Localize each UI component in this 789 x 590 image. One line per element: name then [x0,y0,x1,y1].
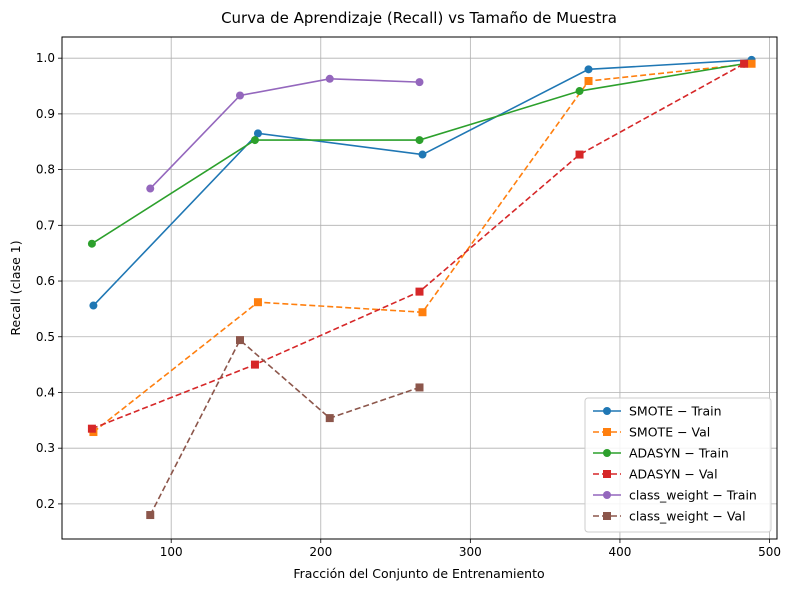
x-tick-label: 300 [459,545,482,559]
legend-label: SMOTE − Train [629,404,722,419]
x-tick-label: 200 [309,545,332,559]
legend-label: class_weight − Train [629,488,757,503]
data-point [418,308,427,317]
y-tick-label: 1.0 [36,51,55,65]
y-tick-label: 0.9 [36,107,55,121]
series-line [149,77,420,190]
data-point [253,298,262,307]
data-point [325,74,334,83]
chart-title: Curva de Aprendizaje (Recall) vs Tamaño … [221,9,617,27]
x-tick-label: 100 [160,545,183,559]
data-point [250,360,259,369]
data-point [415,78,424,87]
data-point [415,136,424,145]
x-tick-label: 400 [608,545,631,559]
legend-label: ADASYN − Train [629,446,729,461]
axis-ticks: 100 200 300 400 500 0.2 0.3 0.4 0.5 0.6 0.7 0.8 0.9 1… [36,51,781,559]
data-point [575,150,584,159]
legend-label: SMOTE − Val [629,425,710,440]
data-point [584,77,593,86]
series-line [149,338,420,516]
legend-item: ADASYN − Train [593,446,729,461]
data-point [415,287,424,296]
legend-item: SMOTE − Val [593,425,710,440]
legend-box [584,397,772,533]
grid [62,37,777,539]
y-tick-label: 0.4 [36,385,55,399]
x-tick-label: 500 [758,545,781,559]
data-point [87,239,96,248]
y-tick-label: 0.6 [36,274,55,288]
plot-frame [61,36,778,540]
legend-marker [603,428,611,436]
y-tick-label: 0.2 [36,497,55,511]
legend: SMOTE − Train SMOTE − Val ADASYN − Train AD… [584,397,772,533]
data-point [575,87,584,96]
data-point [584,65,593,74]
legend-label: ADASYN − Val [629,467,718,482]
legend-item: class_weight − Val [593,509,746,524]
data-point [250,136,259,145]
legend-item: SMOTE − Train [593,404,722,419]
y-axis-label: Recall (clase 1) [8,240,23,335]
series-5 [146,336,424,520]
legend-marker [603,491,611,499]
data-point [253,129,262,138]
data-point [418,150,427,159]
legend-item: class_weight − Train [593,488,757,503]
legend-marker [603,512,611,520]
legend-label: class_weight − Val [629,509,746,524]
data-point [740,59,749,68]
series-3 [87,59,749,433]
data-point [747,59,756,68]
series-4 [146,74,424,193]
data-point [146,184,155,193]
y-tick-label: 0.3 [36,441,55,455]
legend-marker [603,470,611,478]
y-tick-label: 0.5 [36,330,55,344]
data-point [415,383,424,392]
data-point [236,336,245,345]
y-tick-label: 0.8 [36,163,55,177]
series-layer [87,55,756,520]
legend-item: ADASYN − Val [593,467,718,482]
data-point [236,91,245,100]
data-point [146,511,155,520]
data-point [89,301,98,310]
y-tick-label: 0.7 [36,218,55,232]
data-point [87,424,96,433]
legend-marker [603,407,611,415]
data-point [325,414,334,423]
legend-marker [603,449,611,457]
x-axis-label: Fracción del Conjunto de Entrenamiento [293,566,544,581]
